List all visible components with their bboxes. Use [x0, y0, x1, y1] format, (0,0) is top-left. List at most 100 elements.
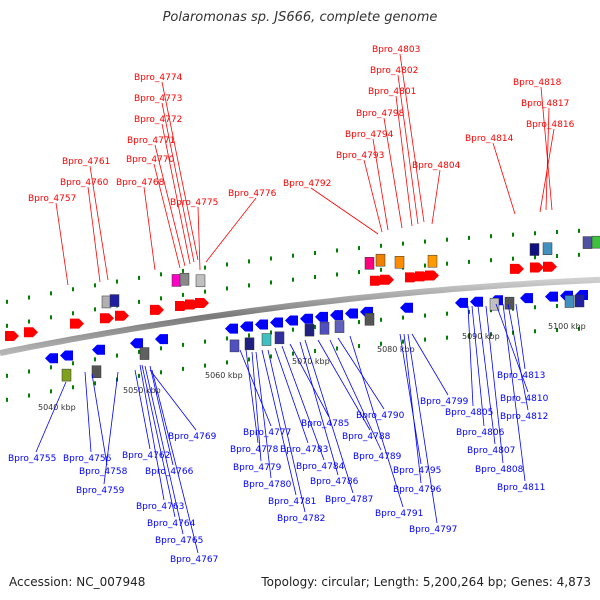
reverse-gene-label: Bpro_4778 — [230, 445, 279, 455]
reverse-track-ruler-tick — [534, 305, 536, 310]
reverse-ruler-tick — [358, 344, 360, 349]
reverse-gene-arrow — [92, 344, 105, 355]
reverse-gene-label: Bpro_4782 — [277, 514, 325, 524]
reverse-gene-leader — [84, 371, 92, 453]
forward-track-ruler-tick — [534, 255, 536, 260]
reverse-gene-leader — [149, 369, 197, 431]
reverse-gene-arrow — [400, 302, 413, 313]
forward-gene-leader — [372, 138, 389, 231]
forward-ruler-tick — [138, 275, 140, 280]
reverse-gene-arrow — [315, 311, 328, 322]
reverse-gene-arrow — [345, 308, 358, 319]
gene-feature-block — [319, 322, 330, 335]
reverse-gene-label: Bpro_4784 — [296, 462, 345, 472]
reverse-gene-label: Bpro_4785 — [301, 419, 349, 429]
forward-gene-label: Bpro_4772 — [134, 115, 182, 125]
reverse-gene-leader — [151, 369, 199, 554]
gene-feature-block — [542, 242, 553, 255]
forward-ruler-tick — [160, 272, 162, 277]
reverse-gene-leader — [304, 339, 354, 494]
reverse-ruler-tick — [314, 349, 316, 354]
accession-text: Accession: NC_007948 — [9, 575, 146, 589]
forward-gene-leader — [383, 117, 403, 229]
forward-ruler-tick — [50, 291, 52, 296]
reverse-track-ruler-tick — [116, 353, 118, 358]
gene-feature-block — [274, 331, 285, 345]
forward-gene-label: Bpro_4814 — [465, 134, 514, 144]
forward-ruler-tick — [380, 243, 382, 248]
genome-backbone — [0, 276, 600, 356]
reverse-track-ruler-tick — [28, 369, 30, 374]
reverse-ruler-tick — [402, 339, 404, 344]
reverse-gene-leader — [502, 303, 526, 482]
reverse-gene-leader — [515, 303, 526, 370]
forward-ruler-tick — [248, 259, 250, 264]
reverse-ruler-tick — [424, 337, 426, 342]
forward-gene-label: Bpro_4792 — [283, 179, 331, 189]
scale-label: 5050 kbp — [123, 386, 161, 395]
gene-feature-block — [394, 256, 405, 269]
forward-ruler-tick — [116, 279, 118, 284]
reverse-gene-arrow — [285, 315, 298, 326]
reverse-gene-label: Bpro_4795 — [393, 466, 441, 476]
reverse-track-ruler-tick — [358, 320, 360, 325]
gene-feature-block — [109, 294, 120, 307]
reverse-gene-label: Bpro_4764 — [147, 519, 196, 529]
reverse-gene-label: Bpro_4779 — [233, 463, 282, 473]
reverse-gene-label: Bpro_4806 — [456, 428, 505, 438]
forward-track-ruler-tick — [226, 286, 228, 291]
reverse-ruler-tick — [446, 335, 448, 340]
gene-feature-block — [574, 294, 585, 308]
scale-label: 5040 kbp — [38, 403, 76, 412]
forward-gene-label: Bpro_4776 — [228, 189, 277, 199]
forward-gene-label: Bpro_4773 — [134, 94, 182, 104]
reverse-gene-label: Bpro_4808 — [475, 465, 524, 475]
reverse-gene-label: Bpro_4812 — [500, 412, 548, 422]
reverse-track-ruler-tick — [402, 315, 404, 320]
reverse-gene-label: Bpro_4811 — [497, 483, 545, 493]
gene-feature-block — [364, 313, 375, 326]
forward-ruler-tick — [6, 299, 8, 304]
forward-gene-arrow — [425, 270, 439, 281]
reverse-gene-label: Bpro_4796 — [393, 485, 442, 495]
reverse-ruler-tick — [28, 393, 30, 398]
forward-gene-label: Bpro_4794 — [345, 130, 394, 140]
forward-track-ruler-tick — [270, 280, 272, 285]
gene-feature-block — [504, 296, 515, 310]
forward-gene-leader — [310, 187, 379, 235]
reverse-ruler-tick — [6, 397, 8, 402]
forward-track-ruler-tick — [160, 296, 162, 301]
reverse-ruler-tick — [490, 332, 492, 337]
forward-ruler-tick — [314, 251, 316, 256]
gene-feature-block — [529, 243, 540, 256]
reverse-track-ruler-tick — [270, 330, 272, 335]
genome-summary-text: Topology: circular; Length: 5,200,264 bp… — [261, 575, 591, 589]
reverse-gene-arrow — [520, 293, 533, 304]
reverse-gene-label: Bpro_4807 — [467, 446, 515, 456]
reverse-gene-leader — [274, 347, 309, 444]
gene-feature-block — [139, 347, 150, 360]
reverse-gene-label: Bpro_4810 — [500, 394, 549, 404]
forward-gene-label: Bpro_4798 — [356, 109, 405, 119]
gene-feature-block — [244, 337, 255, 351]
forward-track-ruler-tick — [50, 315, 52, 320]
reverse-gene-arrow — [270, 317, 283, 328]
forward-gene-leader — [87, 186, 101, 283]
gene-feature-block — [564, 295, 575, 308]
reverse-track-ruler-tick — [314, 325, 316, 330]
forward-gene-leader — [154, 144, 186, 267]
reverse-gene-label: Bpro_4790 — [356, 411, 405, 421]
reverse-gene-leader — [141, 364, 176, 518]
reverse-gene-label: Bpro_4783 — [280, 445, 328, 455]
gene-feature-block — [179, 272, 190, 286]
forward-gene-arrow — [70, 318, 84, 329]
forward-ruler-tick — [578, 228, 580, 233]
scale-label: 5100 kbp — [548, 322, 586, 331]
forward-track-ruler-tick — [94, 307, 96, 312]
forward-ruler-tick — [28, 295, 30, 300]
reverse-gene-label: Bpro_4759 — [76, 486, 125, 496]
reverse-ruler-tick — [226, 360, 228, 365]
forward-ruler-tick — [512, 232, 514, 237]
